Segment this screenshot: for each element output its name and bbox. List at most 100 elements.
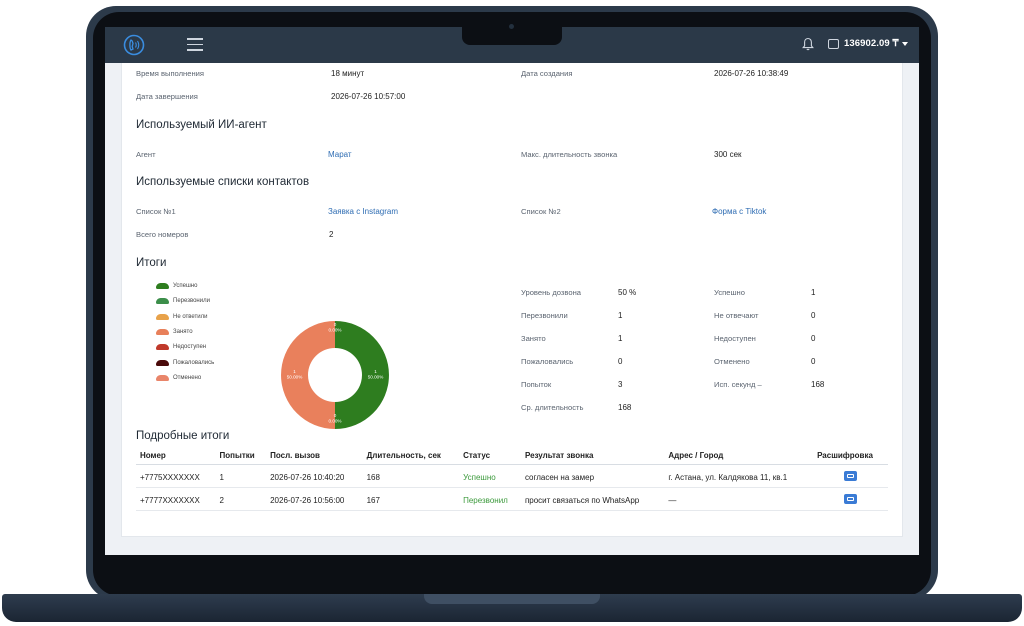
stat-label: Перезвонили (521, 311, 568, 320)
stat-label: Исп. секунд – (714, 380, 762, 389)
finished-label: Дата завершения (136, 92, 198, 101)
list2-link[interactable]: Форма с Tiktok (712, 207, 767, 216)
max-duration-label: Макс. длительность звонка (521, 150, 618, 159)
table-header-cell[interactable]: Посл. вызов (266, 447, 363, 465)
finished-value: 2026-07-26 10:57:00 (331, 92, 406, 101)
table-header-cell[interactable]: Статус (459, 447, 521, 465)
details-table: Номер Попытки Посл. вызов Длительность, сек… (136, 447, 888, 511)
stat-label: Отменено (714, 357, 750, 366)
stat-label: Уровень дозвона (521, 288, 582, 297)
slice-data-label: 1 (374, 369, 377, 374)
table-body: +7775XXXXXXX 1 2026-07-26 10:40:20 168 Успеш… (136, 464, 888, 511)
phone-logo-icon[interactable] (123, 34, 145, 56)
legend-label: Успешно (173, 283, 198, 289)
table-header-cell[interactable]: Длительность, сек (362, 447, 460, 465)
laptop-base-groove (424, 594, 600, 604)
details-section-title: Подробные итоги (136, 430, 230, 442)
legend-swatch-icon (156, 328, 169, 335)
table-header-cell[interactable]: Адрес / Город (664, 447, 814, 465)
table-cell: 168 (362, 464, 460, 488)
legend-swatch-icon (156, 374, 169, 381)
campaign-report-panel: Время выполнения 18 минут Дата создания … (121, 63, 903, 537)
table-cell: согласен на замер (520, 464, 665, 488)
results-donut-chart: 150.00%150.00%00.00%00.00% (281, 321, 389, 429)
menu-toggle-icon[interactable] (187, 38, 203, 52)
exec-time-label: Время выполнения (136, 69, 205, 78)
created-value: 2026-07-26 10:38:49 (714, 69, 789, 78)
stat-value: 1 (618, 311, 623, 320)
stat-label: Не отвечают (714, 311, 759, 320)
stat-label: Занято (521, 334, 546, 343)
legend-label: Перезвонили (173, 298, 210, 305)
table-cell: +7777XXXXXXX (136, 487, 216, 511)
stat-label: Успешно (714, 288, 745, 297)
bell-icon[interactable] (802, 37, 814, 51)
table-row: +7777XXXXXXX 2 2026-07-26 10:56:00 167 Перез… (136, 487, 888, 511)
stat-value: 0 (811, 357, 816, 366)
legend-label: Недоступен (173, 344, 207, 351)
app-screen: 136902.09 ₸ Время выполнения 18 минут Да… (105, 27, 919, 555)
stat-value: 0 (811, 311, 816, 320)
account-dropdown-caret-icon[interactable] (902, 42, 908, 46)
table-header-cell[interactable]: Попытки (215, 447, 267, 465)
camera-icon (509, 24, 514, 29)
results-section-title: Итоги (136, 257, 167, 269)
exec-time-value: 18 минут (331, 69, 365, 78)
agent-section-title: Используемый ИИ-агент (136, 119, 267, 131)
camera-notch (462, 13, 562, 45)
laptop-chin (105, 555, 919, 583)
transcript-message-icon[interactable] (844, 471, 858, 481)
created-label: Дата создания (521, 69, 573, 78)
stat-label: Попыток (521, 380, 552, 389)
table-cell: просит связаться по WhatsApp (520, 487, 665, 511)
stat-value: 50 % (618, 288, 637, 297)
table-row: +7775XXXXXXX 1 2026-07-26 10:40:20 168 Успеш… (136, 464, 888, 488)
stat-value: 3 (618, 380, 623, 389)
stat-label: Недоступен (714, 334, 756, 343)
zero-slice-label: 0.00% (328, 419, 341, 424)
table-cell: 1 (215, 464, 267, 488)
legend-swatch-icon (156, 359, 169, 366)
table-cell: — (664, 487, 814, 511)
agent-link[interactable]: Марат (328, 150, 352, 159)
total-numbers-value: 2 (329, 230, 334, 239)
stat-value: 1 (618, 334, 623, 343)
slice-data-label: 50.00% (287, 375, 303, 380)
agent-label: Агент (136, 150, 156, 159)
status-cell: Успешно (459, 464, 521, 488)
list1-label: Список №1 (136, 207, 176, 216)
donut-slice[interactable] (335, 321, 389, 429)
stat-value: 168 (811, 380, 825, 389)
stat-label: Пожаловались (521, 357, 574, 366)
transcript-cell (813, 487, 888, 511)
zero-slice-label: 0 (334, 413, 337, 418)
stat-label: Ср. длительность (521, 403, 584, 412)
stat-value: 0 (811, 334, 816, 343)
total-numbers-label: Всего номеров (136, 230, 189, 239)
list1-link[interactable]: Заявка с Instagram (328, 207, 399, 216)
table-cell: 2026-07-26 10:40:20 (266, 464, 363, 488)
wallet-icon (828, 39, 839, 49)
status-cell: Перезвонил (459, 487, 521, 511)
table-cell: +7775XXXXXXX (136, 464, 216, 488)
stat-value: 168 (618, 403, 632, 412)
table-cell: 2026-07-26 10:56:00 (266, 487, 363, 511)
lists-section-title: Используемые списки контактов (136, 176, 310, 188)
table-cell: 167 (362, 487, 460, 511)
zero-slice-label: 0.00% (328, 328, 341, 333)
table-header-cell[interactable]: Номер (136, 447, 216, 465)
table-header-cell[interactable]: Расшифровка (813, 447, 888, 465)
legend-label: Не ответили (173, 313, 208, 320)
slice-data-label: 50.00% (368, 375, 384, 380)
table-header-cell[interactable]: Результат звонка (520, 447, 665, 465)
transcript-message-icon[interactable] (844, 494, 858, 504)
legend-swatch-icon (156, 344, 169, 351)
slice-data-label: 1 (293, 369, 296, 374)
table-cell: 2 (215, 487, 267, 511)
legend-swatch-icon (156, 298, 169, 305)
list2-label: Список №2 (521, 207, 561, 216)
donut-slice[interactable] (281, 321, 335, 429)
account-balance[interactable]: 136902.09 ₸ (844, 38, 899, 49)
legend-label: Занято (173, 328, 193, 335)
legend-swatch-icon (156, 313, 169, 320)
